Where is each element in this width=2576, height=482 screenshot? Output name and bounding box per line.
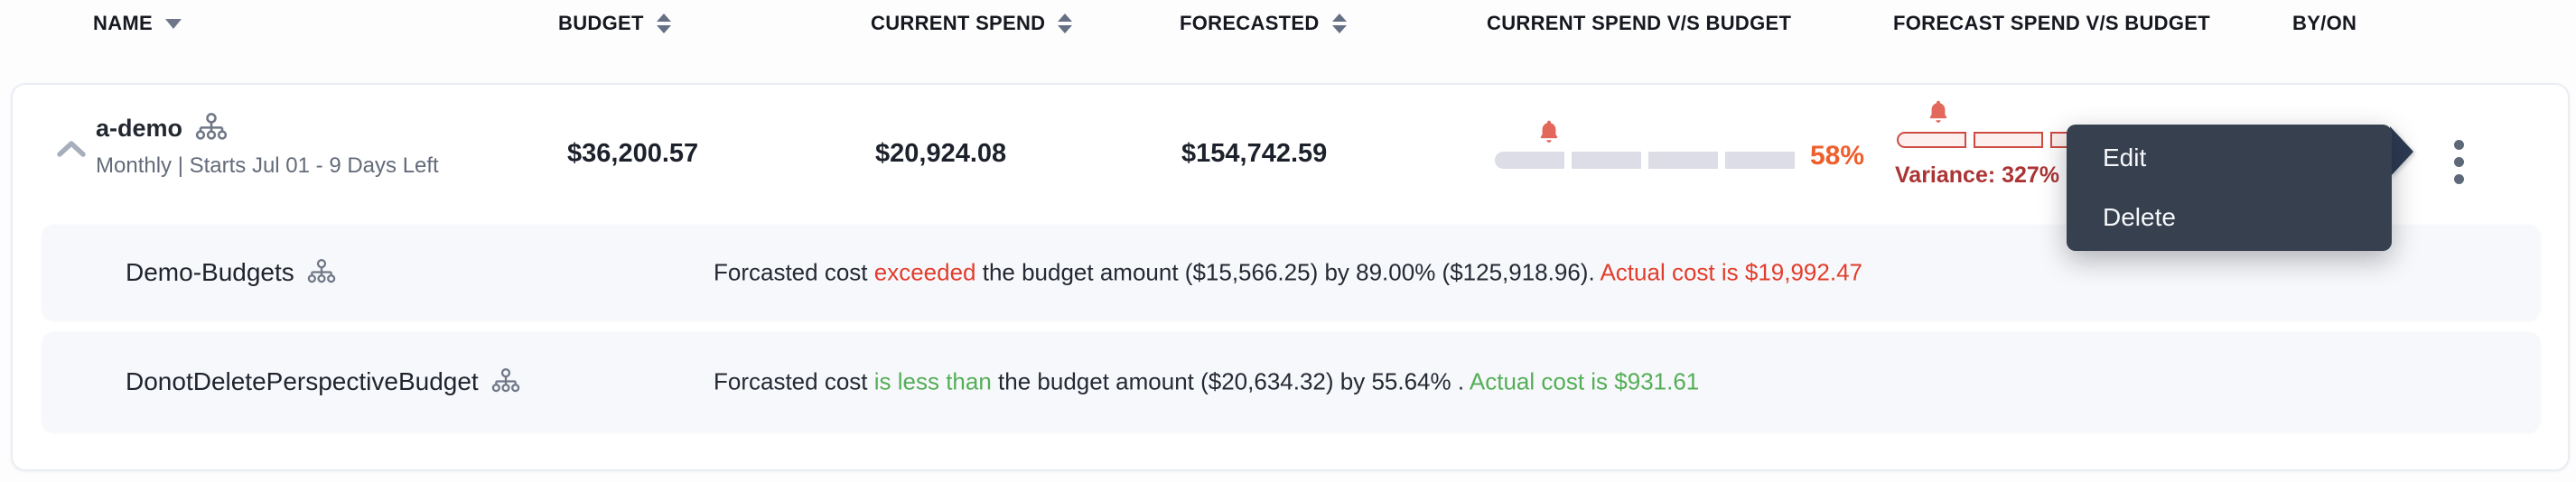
column-header-budget-label: BUDGET xyxy=(558,12,644,34)
forecast-message: Forcasted cost exceeded the budget amoun… xyxy=(714,258,1862,286)
alert-bell-icon xyxy=(1540,120,1558,143)
current-spend-amount: $20,924.08 xyxy=(875,139,1007,168)
budget-amount: $36,200.57 xyxy=(567,139,699,168)
column-header-budget[interactable]: BUDGET xyxy=(558,9,671,38)
current-vs-budget-bar xyxy=(1495,120,1795,169)
actual-cost-text: Actual cost is $19,992.47 xyxy=(1600,258,1862,285)
budget-schedule: Monthly | Starts Jul 01 - 9 Days Left xyxy=(96,153,439,178)
forecast-message: Forcasted cost is less than the budget a… xyxy=(714,368,1699,396)
column-header-forecast-vs-budget: FORECAST SPEND V/S BUDGET xyxy=(1893,9,2210,38)
filter-down-icon[interactable] xyxy=(164,18,182,29)
message-middle: the budget amount ($15,566.25) by 89.00%… xyxy=(975,258,1601,285)
context-menu: Edit Delete xyxy=(2067,125,2392,251)
current-vs-budget-percent: 58% xyxy=(1810,141,1865,171)
column-header-forecasted[interactable]: FORECASTED xyxy=(1180,9,1347,38)
forecast-variance-label: Variance: 327% xyxy=(1895,162,2060,188)
column-header-name-label: NAME xyxy=(93,12,153,34)
column-header-by-on-label: BY/ON xyxy=(2292,12,2357,34)
status-word: is less than xyxy=(873,367,992,395)
actual-cost-text: Actual cost is $931.61 xyxy=(1469,367,1700,395)
forecasted-amount: $154,742.59 xyxy=(1181,139,1328,168)
collapse-chevron-up-icon[interactable] xyxy=(56,139,89,164)
sub-budget-name[interactable]: DonotDeletePerspectiveBudget xyxy=(126,367,479,395)
column-header-by-on: BY/ON xyxy=(2292,9,2357,38)
message-prefix: Forcasted cost xyxy=(714,258,874,285)
context-menu-arrow xyxy=(2390,126,2413,177)
sort-icon[interactable] xyxy=(1058,14,1073,33)
column-header-current-vs-budget-label: CURRENT SPEND V/S BUDGET xyxy=(1487,12,1792,34)
column-header-current-vs-budget: CURRENT SPEND V/S BUDGET xyxy=(1487,9,1791,38)
sort-icon[interactable] xyxy=(1331,14,1347,33)
menu-item-delete[interactable]: Delete xyxy=(2103,203,2176,231)
column-header-current-spend[interactable]: CURRENT SPEND xyxy=(871,9,1073,38)
sort-icon[interactable] xyxy=(656,14,671,33)
column-header-forecasted-label: FORECASTED xyxy=(1180,12,1320,34)
message-middle: the budget amount ($20,634.32) by 55.64%… xyxy=(991,367,1470,395)
status-word: exceeded xyxy=(873,258,976,285)
column-header-name[interactable]: NAME xyxy=(93,9,182,38)
row-actions-kebab-menu-icon[interactable] xyxy=(2439,128,2478,195)
sub-budget-row: DonotDeletePerspectiveBudget Forcasted c… xyxy=(42,332,2540,431)
sub-budget-name[interactable]: Demo-Budgets xyxy=(126,257,294,286)
hierarchy-icon xyxy=(195,113,228,140)
budget-name[interactable]: a-demo xyxy=(96,114,183,142)
hierarchy-icon xyxy=(491,367,519,393)
column-header-current-spend-label: CURRENT SPEND xyxy=(871,12,1046,34)
column-header-forecast-vs-budget-label: FORECAST SPEND V/S BUDGET xyxy=(1893,12,2210,34)
alert-bell-icon xyxy=(1930,100,1947,123)
message-prefix: Forcasted cost xyxy=(714,367,874,395)
hierarchy-icon xyxy=(307,258,336,283)
menu-item-edit[interactable]: Edit xyxy=(2103,144,2147,171)
